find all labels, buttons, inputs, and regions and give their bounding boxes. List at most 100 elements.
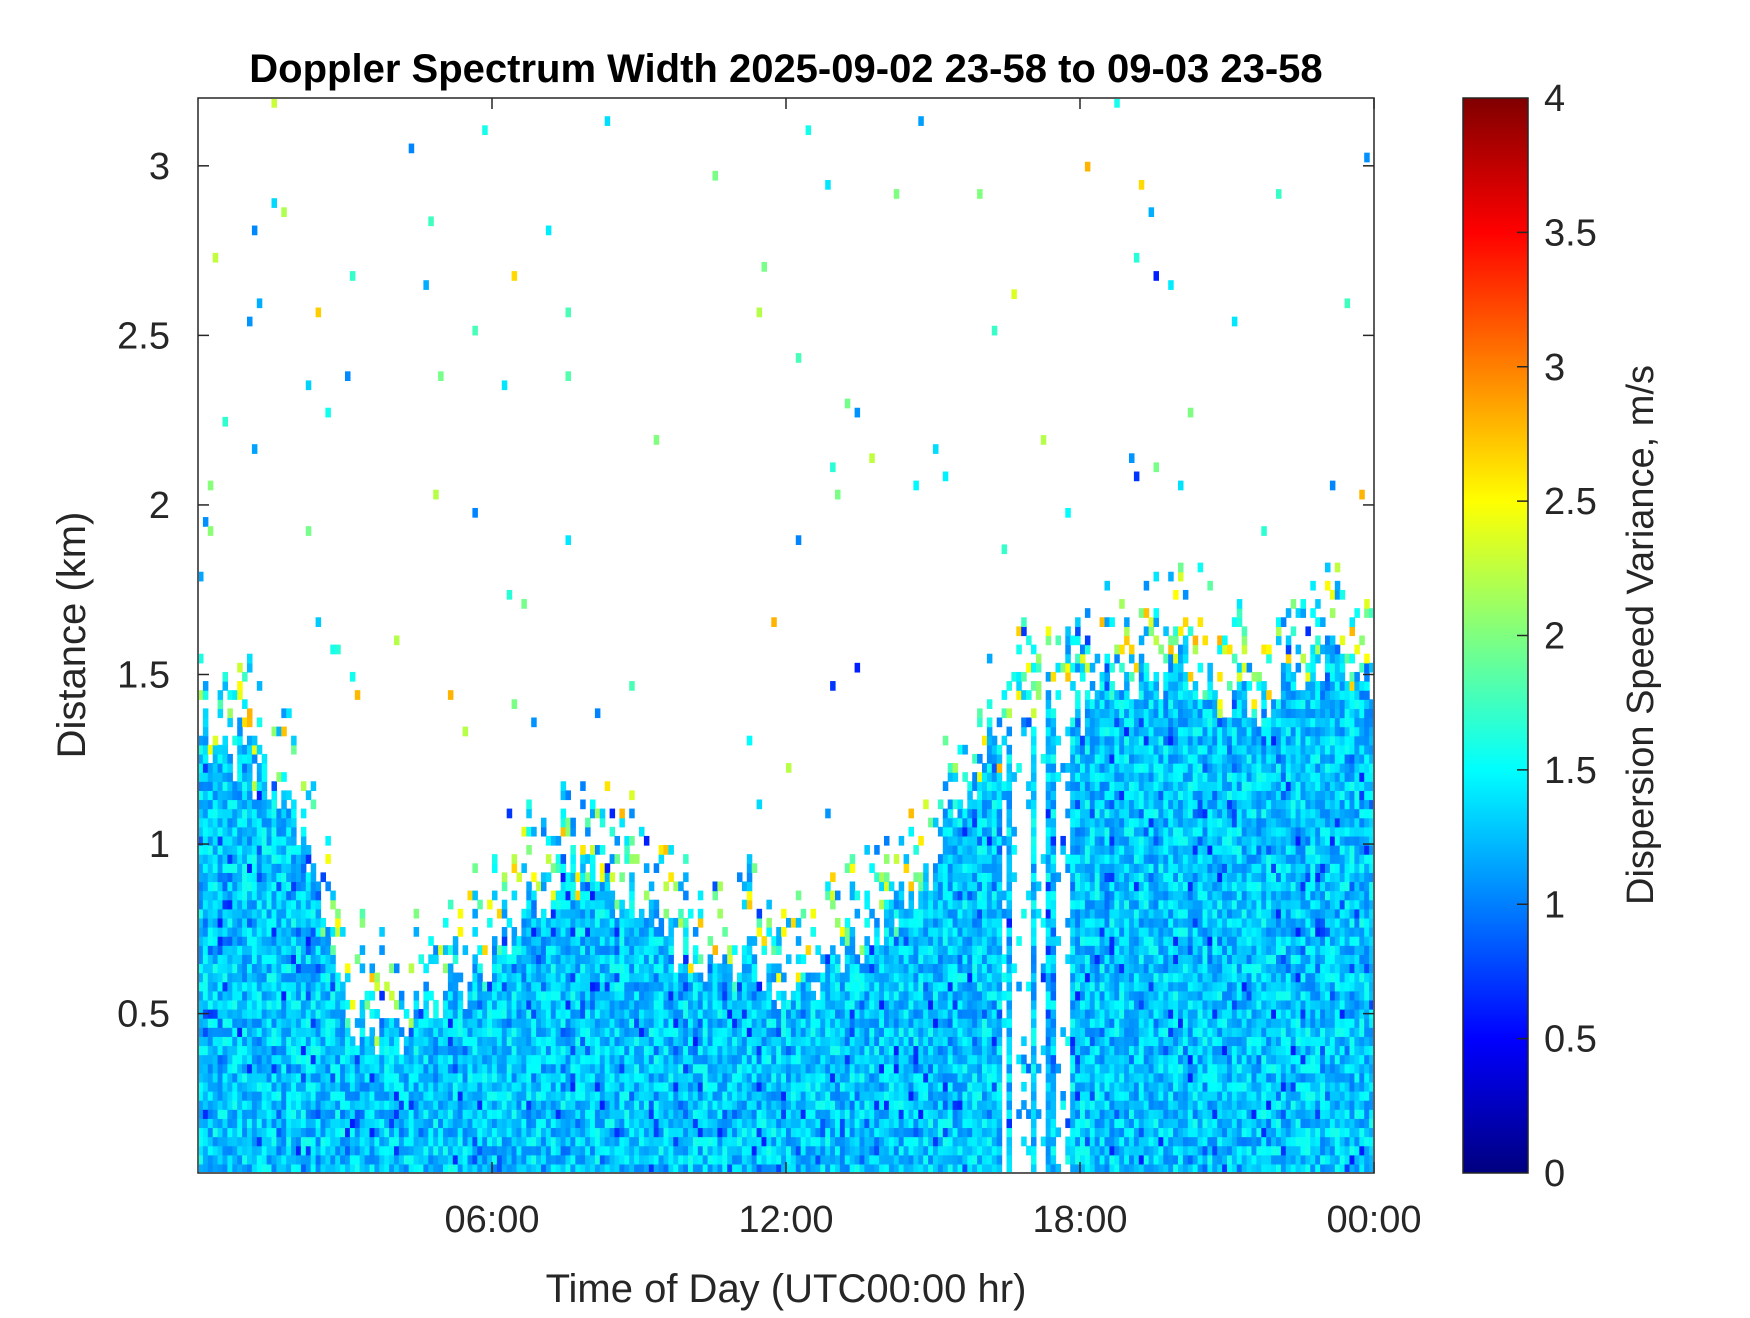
heatmap-cell: [472, 1091, 478, 1101]
heatmap-cell: [795, 1009, 802, 1019]
heatmap-cell: [982, 1027, 988, 1037]
heatmap-cell: [702, 1109, 709, 1119]
heatmap-cell: [340, 1045, 346, 1056]
heatmap-cell: [281, 854, 287, 864]
heatmap-cell: [830, 1145, 836, 1156]
heatmap-cell: [766, 899, 772, 910]
heatmap-cell: [340, 1054, 346, 1065]
heatmap-cell: [202, 1054, 209, 1065]
heatmap-cell: [761, 1154, 767, 1165]
heatmap-cell: [830, 1163, 836, 1172]
heatmap-cell: [374, 1036, 380, 1047]
heatmap-cell: [256, 936, 263, 946]
heatmap-cell: [565, 1081, 571, 1092]
heatmap-cell: [247, 835, 253, 846]
heatmap-cell: [707, 1127, 714, 1138]
heatmap-cell: [859, 1136, 865, 1147]
heatmap-cell: [271, 1091, 277, 1101]
heatmap-cell: [199, 1045, 204, 1056]
heatmap-cell: [261, 799, 268, 810]
heatmap-cell: [937, 1081, 944, 1092]
heatmap-cell: [942, 1072, 949, 1083]
heatmap-cell: [741, 945, 748, 955]
heatmap-cell: [212, 1054, 219, 1065]
heatmap-cell: [619, 1063, 625, 1074]
heatmap-cell: [452, 972, 459, 983]
heatmap-cell: [379, 1027, 385, 1037]
heatmap-cell: [658, 945, 665, 955]
heatmap-cell: [320, 990, 326, 1001]
heatmap-cell: [599, 1054, 606, 1065]
heatmap-cell: [869, 954, 875, 965]
heatmap-cell: [663, 990, 669, 1001]
heatmap-cell: [487, 1136, 493, 1147]
heatmap-cell: [555, 963, 562, 974]
heatmap-cell: [232, 863, 238, 873]
heatmap-cell: [536, 954, 542, 965]
heatmap-cell: [624, 1027, 630, 1037]
heatmap-cell: [227, 1118, 233, 1129]
heatmap-cell: [639, 1091, 645, 1101]
heatmap-cell: [266, 936, 273, 946]
heatmap-cell: [242, 1018, 248, 1028]
heatmap-cell: [521, 1063, 527, 1074]
heatmap-cell: [232, 872, 238, 883]
heatmap-cell: [237, 1072, 243, 1083]
heatmap-cell: [888, 1118, 895, 1129]
heatmap-cell: [658, 1127, 665, 1138]
heatmap-cell: [815, 1072, 821, 1083]
heatmap-cell: [683, 1145, 689, 1156]
heatmap-cell: [761, 261, 767, 272]
heatmap-cell: [300, 1027, 307, 1037]
heatmap-cell: [565, 1145, 571, 1156]
heatmap-cell: [918, 1081, 924, 1092]
heatmap-cell: [247, 790, 253, 801]
heatmap-cell: [521, 963, 527, 974]
heatmap-cell: [545, 927, 552, 937]
heatmap-cell: [810, 1081, 816, 1092]
heatmap-cell: [864, 1145, 870, 1156]
heatmap-cell: [300, 835, 307, 846]
heatmap-cell: [217, 1091, 224, 1101]
heatmap-cell: [202, 936, 209, 946]
heatmap-cell: [242, 1027, 248, 1037]
heatmap-cell: [800, 1036, 807, 1047]
heatmap-cell: [428, 936, 434, 946]
heatmap-cell: [457, 1036, 464, 1047]
heatmap-cell: [276, 1109, 282, 1119]
heatmap-cell: [972, 845, 978, 855]
heatmap-cell: [879, 1027, 885, 1037]
heatmap-cell: [217, 699, 224, 709]
heatmap-cell: [849, 863, 856, 873]
heatmap-cell: [678, 1081, 684, 1092]
heatmap-cell: [506, 1018, 513, 1028]
heatmap-cell: [599, 981, 606, 992]
heatmap-cell: [325, 1036, 331, 1047]
heatmap-cell: [972, 772, 978, 782]
heatmap-cell: [952, 854, 959, 864]
heatmap-cell: [433, 489, 439, 500]
heatmap-cell: [325, 1109, 331, 1119]
heatmap-cell: [271, 908, 277, 919]
heatmap-cell: [276, 1009, 282, 1019]
heatmap-cell: [447, 1145, 454, 1156]
heatmap-cell: [227, 1136, 233, 1147]
heatmap-cell: [403, 1036, 410, 1047]
heatmap-cell: [330, 954, 336, 965]
heatmap-cell: [599, 817, 606, 828]
heatmap-cell: [291, 890, 297, 901]
heatmap-cell: [604, 1045, 611, 1056]
heatmap-cell: [830, 954, 836, 965]
heatmap-cell: [212, 890, 219, 901]
heatmap-cell: [830, 963, 836, 974]
heatmap-cell: [590, 908, 596, 919]
heatmap-cell: [967, 817, 973, 828]
heatmap-cell: [511, 1145, 518, 1156]
heatmap-cell: [467, 1054, 473, 1065]
heatmap-cell: [423, 1163, 429, 1172]
heatmap-cell: [443, 1127, 449, 1138]
heatmap-cell: [511, 1063, 518, 1074]
heatmap-cell: [374, 981, 380, 992]
heatmap-cell: [609, 972, 616, 983]
heatmap-cell: [516, 1154, 522, 1165]
